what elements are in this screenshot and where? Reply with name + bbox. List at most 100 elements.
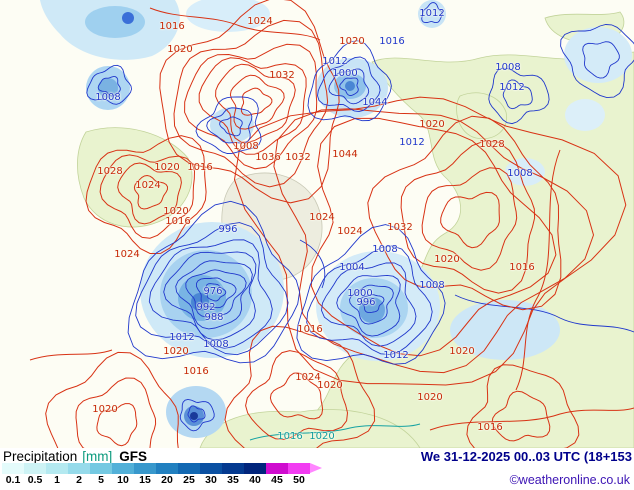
map-canvas — [29, 0, 634, 448]
parameter-name: Precipitation — [3, 449, 78, 464]
isobar-contours — [45, 0, 634, 448]
isobar-ring — [117, 162, 182, 225]
isobar-ring — [45, 351, 179, 448]
legend-color-cell — [178, 463, 200, 474]
legend-tick-label: 25 — [183, 474, 195, 486]
isobar-ring — [360, 294, 385, 314]
legend-color-cell — [2, 463, 24, 474]
isobar-ring — [488, 67, 550, 125]
legend-tick-label: 35 — [227, 474, 239, 486]
legend-tick-label: 0.1 — [5, 474, 21, 486]
legend-color-cell — [156, 463, 178, 474]
isobar-ring — [240, 87, 273, 116]
isobar-ring — [296, 224, 446, 365]
isobar-ring — [97, 76, 121, 97]
legend-color-cell — [46, 463, 68, 474]
isobar-ring — [245, 350, 349, 441]
isobar-ring — [187, 405, 206, 423]
legend-color-cell — [222, 463, 244, 474]
isobar-ring — [273, 108, 595, 374]
isobar-ring — [421, 167, 518, 271]
isobar-ring — [86, 64, 132, 105]
isobar-ring — [310, 117, 557, 357]
isobar-ring — [195, 96, 262, 154]
isobar-ring — [184, 43, 318, 170]
legend-color-cell — [134, 463, 156, 474]
isobar-ring — [560, 24, 634, 99]
copyright-link[interactable]: ©weatheronline.co.uk — [509, 473, 630, 487]
isobar-ring — [400, 140, 536, 294]
isobar-ring — [233, 96, 627, 386]
isobar-ring — [502, 79, 533, 110]
legend-arrow — [310, 463, 322, 473]
precipitation-scale: 0.1 0.5 1 2 5 10 15 20 25 30 35 40 45 50 — [2, 463, 322, 486]
precipitation-map: 1016 1024 1012 1020 1020 1016 1012 1000 1032 1008… — [0, 0, 634, 448]
isobar-ring — [582, 41, 620, 79]
legend-tick-labels: 0.1 0.5 1 2 5 10 15 20 25 30 35 40 45 50 — [2, 474, 322, 486]
isobar-ring — [185, 269, 247, 318]
isobar-ring — [96, 403, 138, 447]
isobar-ring — [307, 40, 392, 122]
legend-color-cell — [266, 463, 288, 474]
isobar-ring — [229, 74, 285, 130]
isobar-ring — [321, 262, 417, 347]
legend-footer: Precipitation [mm] GFS We 31-12-2025 00..0… — [0, 448, 634, 490]
precipitation-areas — [40, 0, 632, 438]
isobar-ring — [133, 174, 169, 210]
isobar-ring — [306, 245, 433, 356]
legend-tick-label: 0.5 — [27, 474, 43, 486]
legend-color-cell — [244, 463, 266, 474]
isobar-ring — [179, 398, 215, 432]
isobar-ring — [215, 63, 296, 143]
isobar-ring — [75, 377, 157, 448]
isobar-ring — [336, 274, 401, 337]
map-title: Precipitation [mm] GFS — [3, 449, 147, 464]
isobar-ring — [367, 115, 562, 311]
isobar-ring — [175, 260, 253, 330]
legend-tick-label: 40 — [249, 474, 261, 486]
legend-tick-label: 20 — [161, 474, 173, 486]
isobar-ring — [349, 284, 394, 325]
isobar-ring — [224, 325, 376, 448]
legend-color-cell — [200, 463, 222, 474]
legend-tick-label: 50 — [293, 474, 305, 486]
isobar-ring — [135, 222, 289, 356]
isobar-ring — [159, 0, 340, 204]
legend-tick-label: 5 — [98, 474, 104, 486]
isobar-ring — [148, 239, 273, 349]
legend-color-cell — [90, 463, 112, 474]
isobar-ring — [173, 19, 329, 188]
legend-tick-label: 45 — [271, 474, 283, 486]
isobar-ring — [328, 68, 370, 105]
legend-tick-label: 2 — [76, 474, 82, 486]
isobar-ring — [219, 116, 243, 137]
isobar-ring — [99, 154, 196, 239]
legend-tick-label: 10 — [117, 474, 129, 486]
legend-color-cell — [24, 463, 46, 474]
isobar-ring — [466, 364, 580, 448]
legend-tick-label: 30 — [205, 474, 217, 486]
legend-color-bar — [2, 463, 322, 474]
legend-color-cell — [112, 463, 134, 474]
isobar-lines — [29, 7, 634, 441]
isobar-ring — [317, 56, 381, 113]
isobar-ring — [491, 390, 551, 442]
valid-time: We 31-12-2025 00..03 UTC (18+153 — [420, 449, 632, 464]
isobar-ring — [196, 277, 237, 309]
isobar-ring — [163, 251, 257, 341]
isobar-ring — [421, 2, 443, 24]
legend-color-cell — [68, 463, 90, 474]
isobar-ring — [127, 200, 301, 364]
model-name: GFS — [119, 449, 148, 464]
isobar-ring — [206, 107, 253, 144]
legend-tick-label: 15 — [139, 474, 151, 486]
isobar-ring — [440, 191, 500, 249]
isobar-ring — [205, 283, 227, 302]
legend-color-cell — [288, 463, 310, 474]
isobar-ring — [269, 372, 324, 420]
isobar-ring — [85, 135, 207, 255]
parameter-unit: [mm] — [82, 449, 113, 464]
isobar-ring — [339, 77, 359, 96]
legend-tick-label: 1 — [54, 474, 60, 486]
